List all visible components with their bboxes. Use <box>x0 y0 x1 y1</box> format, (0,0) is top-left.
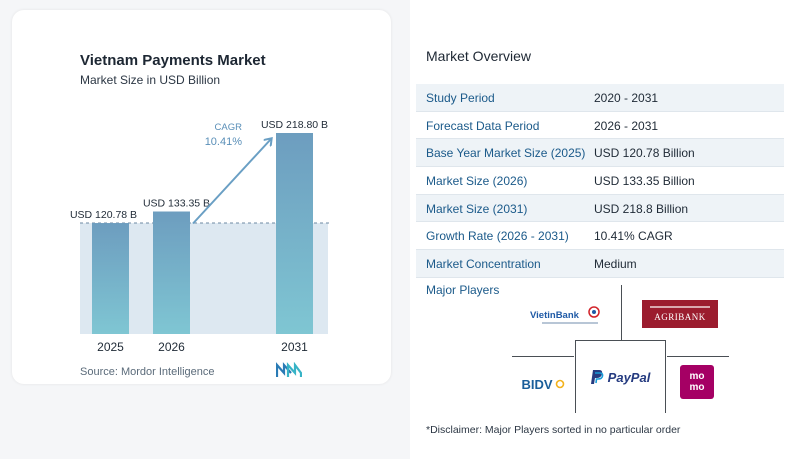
paypal-logo: PayPal <box>580 366 660 388</box>
chart-subtitle: Market Size in USD Billion <box>80 73 221 87</box>
bar-2031 <box>276 133 313 334</box>
chart-title: Vietnam Payments Market <box>80 52 266 69</box>
bidv-name: BIDV <box>521 376 553 392</box>
agribank-logo: AGRIBANK <box>642 300 718 328</box>
paypal-icon <box>590 370 604 384</box>
value-label-2026: USD 133.35 B <box>143 197 210 209</box>
bar-2025 <box>92 223 129 334</box>
overview-title: Market Overview <box>426 48 532 64</box>
row-key: Study Period <box>426 91 495 105</box>
vietinbank-icon: VietinBank <box>530 306 600 324</box>
row-key: Market Concentration <box>426 257 541 272</box>
table-row: Market Concentration Medium <box>416 250 784 278</box>
x-tick-2031: 2031 <box>281 340 308 354</box>
row-key: Growth Rate (2026 - 2031) <box>426 229 569 244</box>
x-tick-2026: 2026 <box>158 340 185 354</box>
momo-text-top: mo <box>689 371 705 382</box>
agribank-stripe <box>650 306 710 308</box>
row-key: Market Size (2031) <box>426 201 528 216</box>
table-row: Study Period 2020 - 2031 <box>416 84 784 112</box>
row-value: USD 218.8 Billion <box>594 201 689 216</box>
row-value: 2020 - 2031 <box>594 91 659 105</box>
overview-table: Study Period 2020 - 2031 Forecast Data P… <box>416 84 784 278</box>
table-row: Market Size (2026) USD 133.35 Billion <box>416 167 784 195</box>
momo-text-bottom: mo <box>689 382 705 393</box>
svg-text:VietinBank: VietinBank <box>530 310 580 321</box>
agribank-name: AGRIBANK <box>654 312 706 322</box>
table-row: Forecast Data Period 2026 - 2031 <box>416 112 784 140</box>
table-row: Base Year Market Size (2025) USD 120.78 … <box>416 139 784 168</box>
value-label-2025: USD 120.78 B <box>70 209 137 221</box>
row-value: 2026 - 2031 <box>594 118 659 133</box>
paypal-name: PayPal <box>607 369 651 385</box>
table-row: Market Size (2031) USD 218.8 Billion <box>416 194 784 223</box>
row-key: Base Year Market Size (2025) <box>426 146 586 161</box>
grid-divider <box>621 285 622 340</box>
row-value: USD 120.78 Billion <box>594 146 695 161</box>
grid-divider <box>667 356 729 357</box>
momo-logo: mo mo <box>680 365 714 399</box>
cagr-arrow <box>192 139 271 225</box>
grid-divider <box>512 356 574 357</box>
row-value: USD 133.35 Billion <box>594 174 695 189</box>
source-text: Source: Mordor Intelligence <box>80 366 215 378</box>
row-value: Medium <box>594 257 637 272</box>
bidv-sun-icon <box>555 379 564 389</box>
mordor-intelligence-logo-icon <box>276 362 302 377</box>
row-key: Market Size (2026) <box>426 174 528 189</box>
bar-2026 <box>153 211 190 334</box>
disclaimer-text: *Disclaimer: Major Players sorted in no … <box>426 424 681 436</box>
market-size-chart: USD 120.78 B 2025 USD 133.35 B 2026 USD 218.… <box>70 119 330 354</box>
value-label-2031: USD 218.80 B <box>261 119 328 131</box>
row-key: Forecast Data Period <box>426 118 540 133</box>
cagr-label: CAGR <box>215 122 243 133</box>
major-players-title: Major Players <box>426 283 500 297</box>
table-row: Growth Rate (2026 - 2031) 10.41% CAGR <box>416 222 784 251</box>
cagr-value: 10.41% <box>205 136 243 148</box>
paypal-cell <box>575 340 666 413</box>
row-value: 10.41% CAGR <box>594 229 673 244</box>
x-tick-2025: 2025 <box>97 340 124 354</box>
vietinbank-logo: VietinBank <box>528 304 610 328</box>
bidv-logo: BIDV <box>518 374 568 394</box>
